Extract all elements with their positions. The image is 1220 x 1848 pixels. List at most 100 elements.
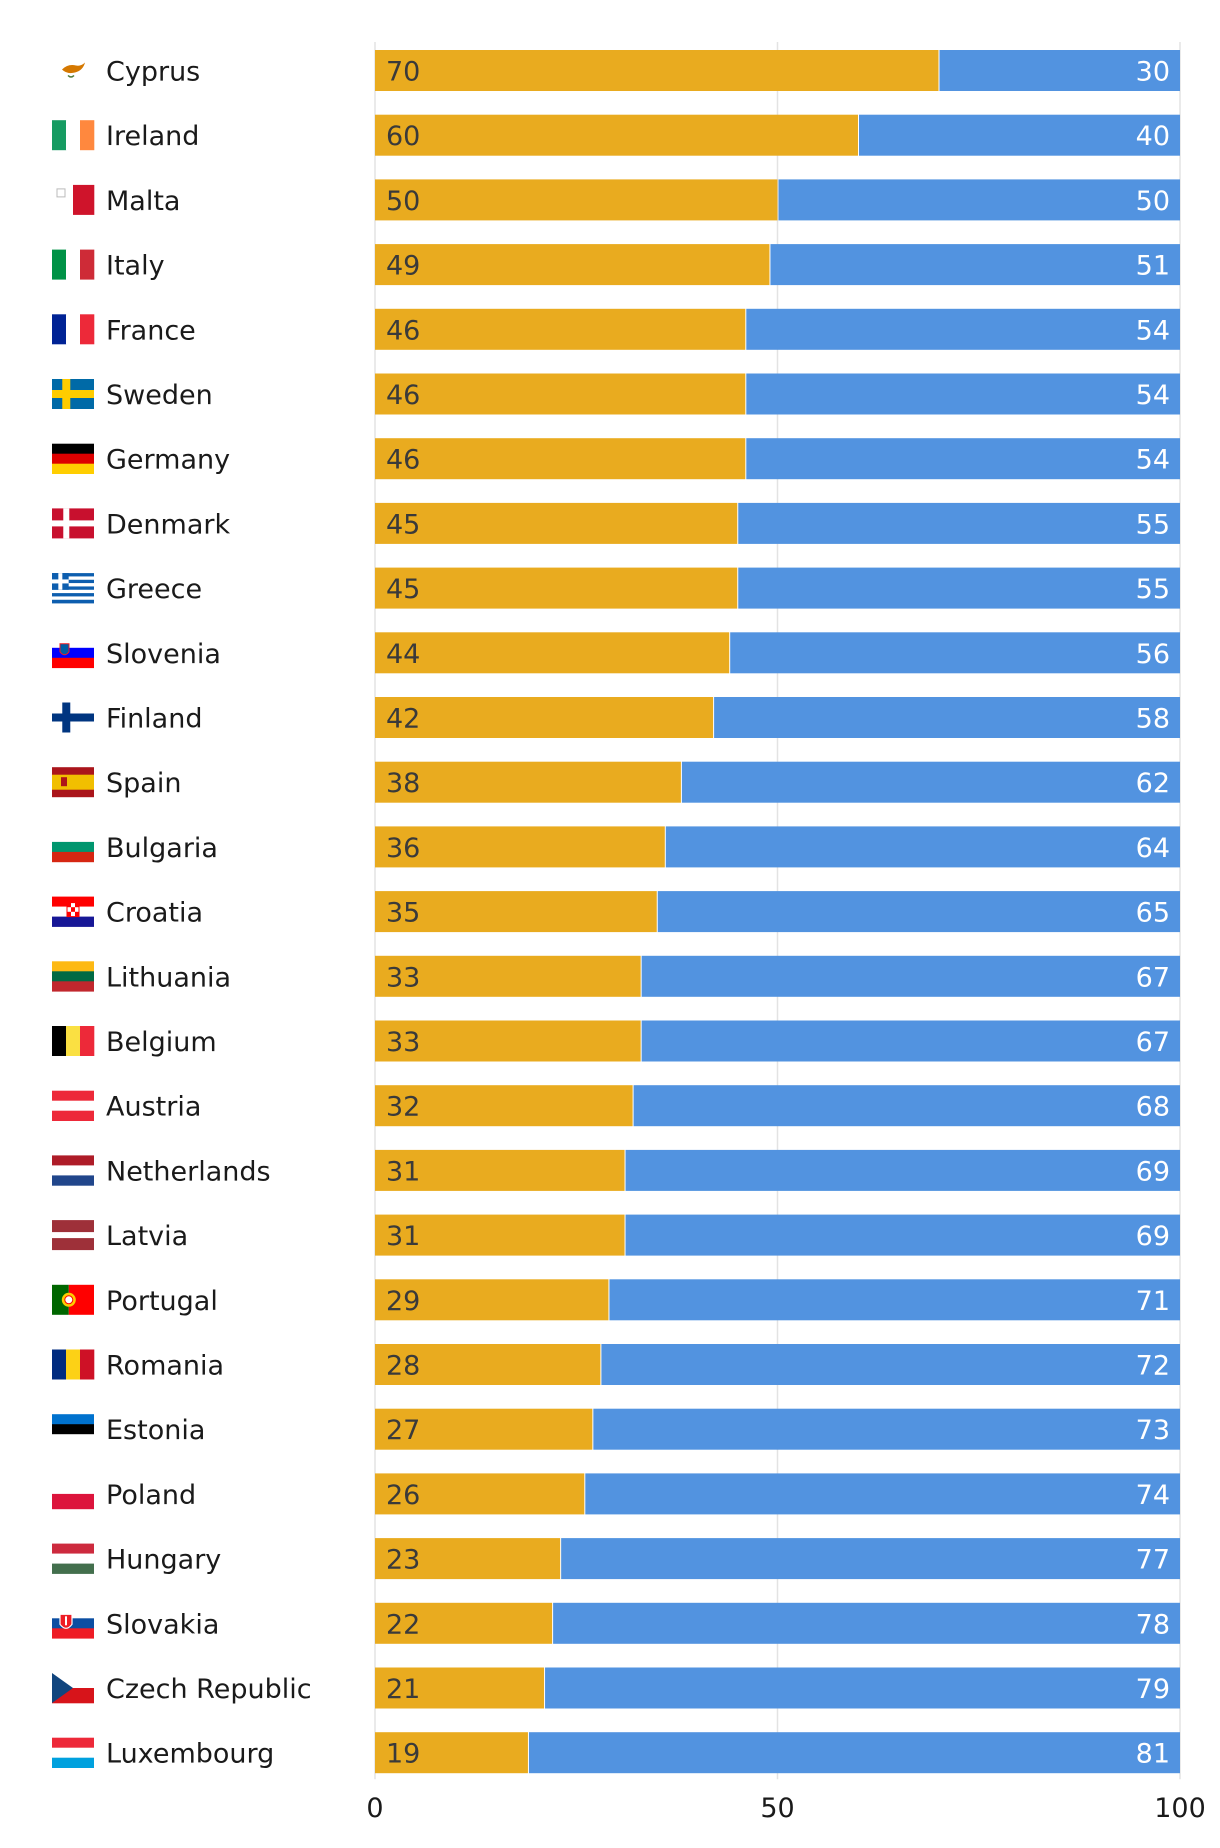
bar-row: Cyprus 70 30 — [62, 50, 1180, 91]
bar-segment-b — [746, 308, 1180, 350]
bar-row: Latvia 31 69 — [52, 1214, 1180, 1256]
bar-segment-a — [375, 1344, 601, 1385]
bar-row: Finland 42 58 — [52, 697, 1180, 738]
bar-segment-b — [730, 632, 1180, 674]
value-label-a: 26 — [386, 1480, 420, 1511]
bar-segment-b — [585, 1473, 1180, 1515]
value-label-b: 69 — [1136, 1156, 1170, 1187]
value-label-b: 62 — [1136, 768, 1170, 799]
bar-segment-b — [545, 1667, 1180, 1709]
value-label-b: 55 — [1136, 574, 1170, 605]
bar-segment-b — [641, 1020, 1180, 1062]
bar-segment-a — [375, 1214, 625, 1256]
country-label: Cyprus — [106, 57, 200, 88]
bar-segment-a — [375, 891, 657, 933]
bar-segment-b — [859, 114, 1180, 156]
bar-segment-b — [738, 502, 1180, 544]
belgium-flag-icon — [52, 1026, 95, 1056]
bar-row: Austria 32 68 — [52, 1085, 1180, 1127]
value-label-a: 33 — [386, 1027, 420, 1058]
value-label-a: 36 — [386, 833, 420, 864]
country-label: Luxembourg — [106, 1739, 274, 1770]
value-label-a: 38 — [386, 768, 420, 799]
value-label-a: 33 — [386, 962, 420, 993]
value-label-b: 54 — [1136, 380, 1170, 411]
bulgaria-flag-icon — [52, 831, 94, 863]
bar-row: Bulgaria 36 64 — [52, 826, 1180, 868]
bar-segment-a — [375, 1408, 593, 1450]
netherlands-flag-icon — [52, 1155, 94, 1186]
bar-segment-a — [375, 1602, 553, 1644]
bar-segment-b — [770, 244, 1180, 286]
country-label: Portugal — [106, 1286, 218, 1317]
country-label: Slovenia — [106, 639, 221, 670]
country-label: Poland — [106, 1480, 196, 1511]
cyprus-flag-icon — [62, 62, 85, 78]
portugal-flag-icon — [52, 1284, 94, 1315]
country-label: Spain — [106, 768, 181, 799]
bar-segment-b — [681, 761, 1180, 803]
latvia-flag-icon — [52, 1220, 94, 1251]
bar-segment-a — [375, 502, 738, 544]
value-label-a: 31 — [386, 1221, 420, 1252]
value-label-b: 71 — [1136, 1286, 1170, 1317]
bar-row: Malta 50 50 — [52, 179, 1180, 221]
estonia-flag-icon — [52, 1414, 94, 1445]
country-label: Germany — [106, 445, 230, 476]
bar-segment-a — [375, 244, 770, 286]
country-label: Austria — [106, 1092, 201, 1123]
value-label-a: 35 — [386, 898, 420, 929]
bar-segment-a — [375, 1667, 545, 1709]
value-label-a: 28 — [386, 1351, 420, 1382]
country-label: Finland — [106, 704, 202, 735]
value-label-b: 54 — [1136, 315, 1170, 346]
bar-segment-b — [641, 955, 1180, 997]
bar-row: Hungary 23 77 — [52, 1538, 1180, 1580]
country-label: Sweden — [106, 380, 213, 411]
value-label-b: 73 — [1136, 1415, 1170, 1446]
bar-segment-b — [609, 1279, 1180, 1321]
value-label-b: 78 — [1136, 1609, 1170, 1640]
bar-segment-a — [375, 1732, 528, 1774]
bar-segment-a — [375, 761, 681, 803]
bar-segment-b — [939, 50, 1180, 91]
bar-segment-b — [625, 1149, 1180, 1191]
country-label: Denmark — [106, 509, 230, 540]
bar-segment-b — [738, 567, 1180, 609]
bar-segment-b — [553, 1602, 1180, 1644]
value-label-b: 72 — [1136, 1351, 1170, 1382]
bar-segment-a — [375, 308, 746, 350]
country-label: Ireland — [106, 121, 199, 152]
bar-segment-b — [665, 826, 1180, 868]
value-label-b: 50 — [1136, 186, 1170, 217]
bar-segment-a — [375, 1085, 633, 1127]
value-label-a: 44 — [386, 639, 420, 670]
value-label-a: 23 — [386, 1545, 420, 1576]
value-label-b: 74 — [1136, 1480, 1170, 1511]
lithuania-flag-icon — [52, 961, 94, 992]
value-label-b: 81 — [1136, 1739, 1170, 1770]
value-label-a: 22 — [386, 1609, 420, 1640]
value-label-b: 67 — [1136, 962, 1170, 993]
country-label: Romania — [106, 1351, 224, 1382]
x-axis: 0 50 100 — [366, 1793, 1205, 1824]
country-label: Latvia — [106, 1221, 188, 1252]
value-label-a: 32 — [386, 1092, 420, 1123]
x-tick-label: 50 — [760, 1793, 794, 1824]
bar-row: France 46 54 — [52, 308, 1180, 350]
austria-flag-icon — [52, 1090, 94, 1121]
bar-segment-a — [375, 1538, 561, 1580]
bar-row: Czech Republic 21 79 — [52, 1667, 1180, 1709]
bar-segment-a — [375, 1020, 641, 1062]
value-label-b: 77 — [1136, 1545, 1170, 1576]
value-label-b: 69 — [1136, 1221, 1170, 1252]
value-label-a: 31 — [386, 1156, 420, 1187]
hungary-flag-icon — [52, 1543, 94, 1574]
country-label: Slovakia — [106, 1609, 219, 1640]
value-label-b: 68 — [1136, 1092, 1170, 1123]
malta-flag-icon — [52, 184, 95, 215]
value-label-a: 70 — [386, 57, 420, 88]
country-label: Hungary — [106, 1545, 221, 1576]
bar-row: Luxembourg 19 81 — [52, 1732, 1180, 1774]
bar-segment-b — [746, 373, 1180, 415]
